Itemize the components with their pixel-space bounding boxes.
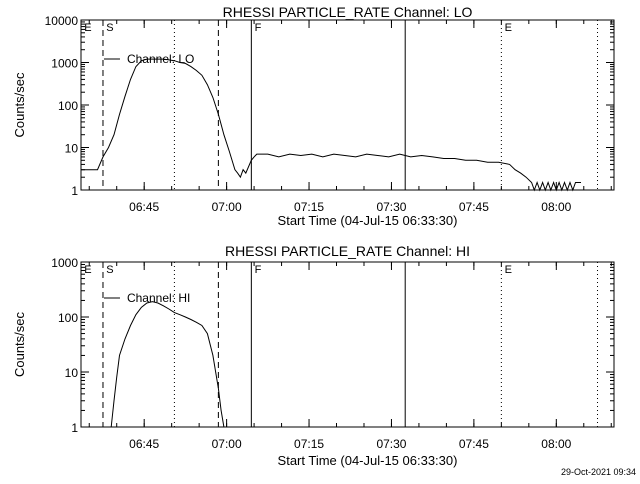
panel-hi: RHESSI PARTICLE_RATE Channel: HI 1 10 100 10… (12, 243, 615, 468)
footer-timestamp: 29-Oct-2021 09:34 (561, 467, 636, 477)
x-tick-label: 07:45 (459, 437, 489, 451)
x-tick-label: 08:00 (541, 200, 571, 214)
event-marker-label: F (255, 264, 262, 276)
y-axis-label: Counts/sec (12, 311, 27, 377)
plot-frame (80, 261, 615, 428)
x-axis-label: Start Time (04-Jul-15 06:33:30) (278, 213, 458, 228)
x-tick-label: 06:45 (129, 437, 159, 451)
x-tick-label: 07:00 (212, 437, 242, 451)
x-axis-label: Start Time (04-Jul-15 06:33:30) (278, 453, 458, 468)
x-tick-label: 08:00 (541, 437, 571, 451)
y-tick-label: 100 (58, 99, 78, 113)
y-tick-label: 10000 (45, 14, 79, 28)
series-line (110, 301, 225, 428)
y-tick-label: 1000 (51, 57, 78, 71)
y-tick-label: 1000 (51, 256, 78, 270)
event-marker-label: E (505, 22, 512, 34)
event-marker-label: S (106, 22, 113, 34)
panel-lo: RHESSI PARTICLE_RATE Channel: LO 1 10 100 10… (12, 4, 615, 228)
x-tick-label: 07:15 (294, 200, 324, 214)
x-tick-label: 07:30 (376, 200, 406, 214)
event-marker-label: S (106, 264, 113, 276)
y-tick-label: 100 (58, 311, 78, 325)
x-tick-label: 07:30 (376, 437, 406, 451)
y-tick-label: 1 (71, 184, 78, 198)
series-line (81, 58, 581, 192)
x-tick-label: 07:15 (294, 437, 324, 451)
chart-title: RHESSI PARTICLE_RATE Channel: LO (223, 4, 473, 20)
chart-title: RHESSI PARTICLE_RATE Channel: HI (225, 243, 470, 259)
y-axis-label: Counts/sec (12, 72, 27, 138)
event-marker-label: E (84, 22, 91, 34)
event-marker-label: E (505, 264, 512, 276)
y-tick-label: 10 (65, 366, 79, 380)
x-tick-label: 07:45 (459, 200, 489, 214)
event-marker-label: F (255, 22, 262, 34)
event-marker-label: E (84, 264, 91, 276)
y-tick-label: 10 (65, 142, 79, 156)
legend-label: Channel: HI (127, 291, 190, 305)
x-tick-label: 07:00 (212, 200, 242, 214)
plot-frame (80, 19, 615, 191)
y-tick-label: 1 (71, 421, 78, 435)
x-tick-label: 06:45 (129, 200, 159, 214)
